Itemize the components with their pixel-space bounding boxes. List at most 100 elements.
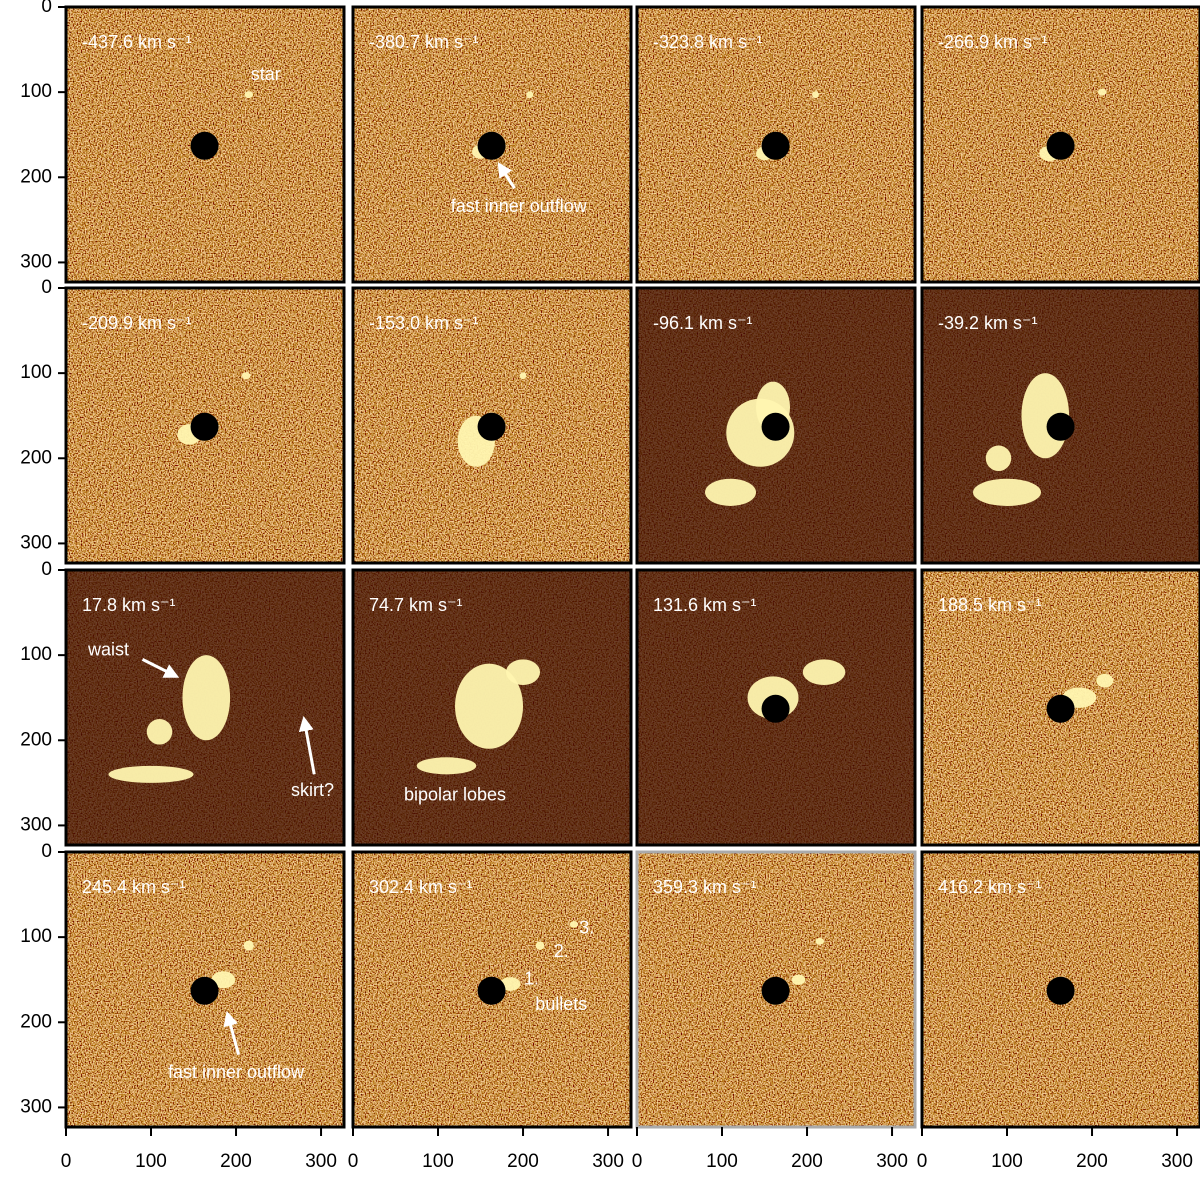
- y-tick-label: 100: [20, 362, 52, 383]
- emission: [526, 91, 534, 99]
- emission: [146, 718, 173, 745]
- emission: [500, 977, 521, 991]
- panel: -209.9 km s⁻¹: [64, 286, 346, 565]
- panel-frame: [351, 568, 633, 847]
- y-tick-label: 0: [41, 0, 52, 17]
- emission: [243, 940, 254, 951]
- emission: [241, 372, 251, 380]
- panel-frame: [635, 568, 917, 847]
- emission: [211, 971, 236, 989]
- emission: [985, 445, 1012, 472]
- annotation: bullets: [535, 994, 587, 1014]
- panel: 131.6 km s⁻¹: [635, 568, 917, 847]
- velocity-label: -153.0 km s⁻¹: [369, 313, 479, 333]
- x-tick-label: 0: [61, 1151, 72, 1172]
- velocity-label: 17.8 km s⁻¹: [82, 595, 176, 615]
- y-tick-label: 100: [20, 644, 52, 665]
- annotation: skirt?: [291, 780, 334, 800]
- emission: [416, 757, 477, 775]
- y-tick-label: 300: [20, 251, 52, 272]
- central-star-mask: [477, 976, 506, 1005]
- x-tick-label: 100: [991, 1151, 1023, 1172]
- panel: 188.5 km s⁻¹: [920, 568, 1200, 847]
- annotation: fast inner outflow: [451, 196, 588, 216]
- y-tick-label: 200: [20, 447, 52, 468]
- velocity-label: -323.8 km s⁻¹: [653, 32, 763, 52]
- velocity-label: -266.9 km s⁻¹: [938, 32, 1048, 52]
- velocity-label: -39.2 km s⁻¹: [938, 313, 1038, 333]
- annotation: 3.: [579, 917, 594, 937]
- x-tick-label: 200: [507, 1151, 539, 1172]
- velocity-label: 74.7 km s⁻¹: [369, 595, 463, 615]
- central-star-mask: [477, 412, 506, 441]
- emission: [973, 478, 1042, 506]
- x-tick-label: 0: [348, 1151, 359, 1172]
- panel: 302.4 km s⁻¹ 3. 2. 1. bullets: [351, 850, 633, 1129]
- y-tick-label: 0: [41, 559, 52, 580]
- x-tick-label: 300: [1161, 1151, 1193, 1172]
- y-tick-label: 100: [20, 81, 52, 102]
- panel-frame: [920, 286, 1200, 565]
- x-tick-label: 100: [135, 1151, 167, 1172]
- y-tick-label: 300: [20, 532, 52, 553]
- panel: 17.8 km s⁻¹ waist skirt?: [64, 568, 346, 847]
- annotation-arrow: [497, 161, 516, 190]
- annotation: bipolar lobes: [404, 784, 506, 804]
- panel-frame: [351, 286, 633, 565]
- emission: [812, 91, 819, 99]
- emission: [455, 663, 524, 749]
- emission: [802, 659, 846, 685]
- panel: -39.2 km s⁻¹: [920, 286, 1200, 565]
- velocity-label: -209.9 km s⁻¹: [82, 313, 192, 333]
- panel-frame: [920, 850, 1200, 1129]
- panel-frame: [920, 568, 1200, 847]
- central-star-mask: [1046, 976, 1075, 1005]
- panel: -323.8 km s⁻¹: [635, 5, 917, 284]
- velocity-label: 131.6 km s⁻¹: [653, 595, 757, 615]
- panel-frame: [64, 568, 346, 847]
- panel: -266.9 km s⁻¹: [920, 5, 1200, 284]
- panel: -380.7 km s⁻¹ fast inner outflow: [351, 5, 633, 284]
- central-star-mask: [190, 131, 219, 160]
- central-star-mask: [761, 412, 790, 441]
- central-star-mask: [190, 976, 219, 1005]
- panel-frame: [635, 5, 917, 284]
- y-tick-label: 0: [41, 841, 52, 862]
- panel-frame: [635, 850, 917, 1129]
- panel: 74.7 km s⁻¹ bipolar lobes: [351, 568, 633, 847]
- x-tick-label: 200: [1076, 1151, 1108, 1172]
- annotation: 2.: [554, 941, 569, 961]
- panel-frame: [351, 850, 633, 1129]
- panel: 245.4 km s⁻¹ fast inner outflow: [64, 850, 346, 1129]
- velocity-label: 416.2 km s⁻¹: [938, 877, 1042, 897]
- central-star-mask: [477, 131, 506, 160]
- central-star-mask: [190, 412, 219, 441]
- x-tick-label: 200: [791, 1151, 823, 1172]
- annotation: star: [251, 64, 281, 84]
- y-tick-label: 300: [20, 814, 52, 835]
- emission: [108, 765, 194, 783]
- panel-frame: [635, 286, 917, 565]
- velocity-label: -380.7 km s⁻¹: [369, 32, 479, 52]
- panel: -153.0 km s⁻¹: [351, 286, 633, 565]
- velocity-label: -437.6 km s⁻¹: [82, 32, 192, 52]
- annotation: waist: [87, 640, 129, 660]
- panel: -437.6 km s⁻¹ star: [64, 5, 346, 284]
- emission: [535, 941, 545, 950]
- emission: [519, 372, 527, 380]
- annotation: 1.: [524, 968, 539, 988]
- central-star-mask: [1046, 131, 1075, 160]
- central-star-mask: [761, 131, 790, 160]
- central-star-mask: [1046, 412, 1075, 441]
- x-tick-label: 0: [917, 1151, 928, 1172]
- panel-frame: [64, 850, 346, 1129]
- central-star-mask: [761, 976, 790, 1005]
- velocity-label: 359.3 km s⁻¹: [653, 877, 757, 897]
- y-tick-label: 200: [20, 1011, 52, 1032]
- y-tick-label: 200: [20, 729, 52, 750]
- emission: [244, 91, 254, 99]
- x-tick-label: 300: [592, 1151, 624, 1172]
- emission: [506, 659, 541, 685]
- velocity-label: 302.4 km s⁻¹: [369, 877, 473, 897]
